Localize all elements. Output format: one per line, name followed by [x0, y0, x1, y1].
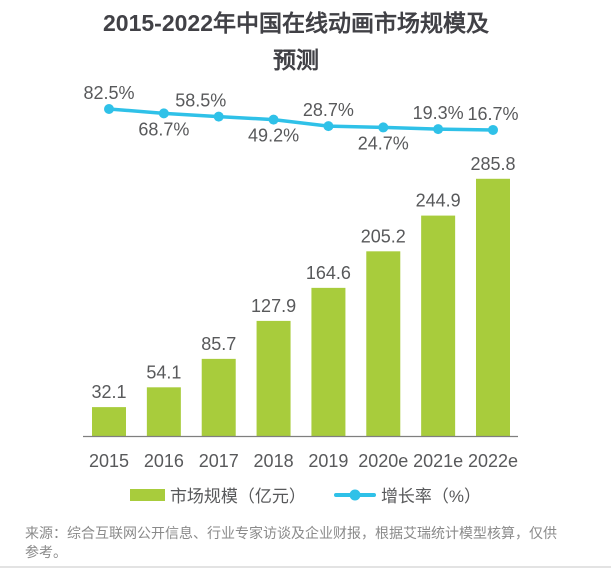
- bar-value-label: 285.8: [470, 154, 515, 174]
- growth-rate-label: 16.7%: [467, 104, 518, 124]
- legend-label-market-size: 市场规模（亿元）: [169, 487, 306, 506]
- growth-rate-line: [107, 107, 495, 132]
- growth-rate-point-2016: [158, 108, 169, 119]
- growth-rate-label: 82.5%: [83, 83, 134, 103]
- legend-label-growth-rate: 增长率（%）: [380, 487, 482, 506]
- x-axis-label-2019: 2019: [308, 451, 348, 471]
- source-note: 来源：综合互联网公开信息、行业专家访谈及企业财报，根据艾瑞统计模型核算，仅供 参…: [25, 524, 591, 562]
- bar-2022e: [475, 178, 510, 436]
- line-series-swatch: [333, 489, 376, 500]
- growth-rate-label: 19.3%: [413, 103, 464, 123]
- bar-value-label: 32.1: [91, 382, 126, 402]
- chart-title: 2015-2022年中国在线动画市场规模及 预测: [0, 5, 592, 79]
- bar-2021e: [421, 215, 456, 436]
- growth-rate-point-2022e: [487, 124, 498, 135]
- growth-rate-label: 58.5%: [175, 91, 226, 111]
- x-axis-label-2018: 2018: [254, 451, 294, 471]
- x-axis-label-2015: 2015: [89, 451, 129, 471]
- growth-rate-point-2018: [268, 114, 279, 125]
- growth-rate-point-2019: [323, 121, 334, 132]
- bar-value-label: 205.2: [361, 226, 406, 246]
- bar-value-label: 127.9: [251, 296, 296, 316]
- legend-item-growth-rate: 增长率（%）: [333, 482, 482, 507]
- x-axis-label-2021e: 2021e: [413, 451, 463, 471]
- growth-rate-label: 49.2%: [248, 126, 299, 146]
- bar-series-swatch: [129, 488, 165, 501]
- bar-value-label: 85.7: [201, 334, 236, 354]
- growth-rate-point-2021e: [433, 124, 444, 135]
- chart-legend: 市场规模（亿元） 增长率（%）: [0, 482, 611, 507]
- bar-2019: [311, 287, 346, 436]
- bottom-divider: [0, 566, 611, 568]
- x-axis-label-2017: 2017: [199, 451, 239, 471]
- chart-title-line2: 预测: [273, 47, 319, 73]
- bar-2016: [146, 387, 181, 436]
- bar-value-label: 164.6: [306, 263, 351, 283]
- bar-2015: [92, 407, 126, 436]
- source-note-line2: 参考。: [25, 544, 67, 560]
- chart-title-line1: 2015-2022年中国在线动画市场规模及: [103, 10, 489, 36]
- x-axis-label-2022e: 2022e: [468, 451, 518, 471]
- legend-item-market-size: 市场规模（亿元）: [129, 482, 306, 507]
- growth-rate-point-2020e: [378, 122, 389, 133]
- growth-rate-label: 68.7%: [138, 119, 189, 139]
- bar-value-label: 54.1: [146, 362, 181, 382]
- growth-rate-point-2017: [213, 111, 224, 122]
- x-axis-label-2020e: 2020e: [358, 451, 408, 471]
- line-marker-icon: [349, 489, 361, 500]
- growth-rate-label: 24.7%: [358, 133, 409, 153]
- growth-rate-point-2015: [104, 103, 114, 114]
- x-axis-label-2016: 2016: [144, 451, 184, 471]
- bar-2018: [256, 320, 291, 436]
- source-note-line1: 来源：综合互联网公开信息、行业专家访谈及企业财报，根据艾瑞统计模型核算，仅供: [25, 525, 557, 541]
- bar-2020e: [366, 251, 401, 436]
- bar-value-label: 244.9: [416, 191, 461, 211]
- growth-rate-label: 28.7%: [303, 100, 354, 120]
- bar-2017: [201, 358, 236, 436]
